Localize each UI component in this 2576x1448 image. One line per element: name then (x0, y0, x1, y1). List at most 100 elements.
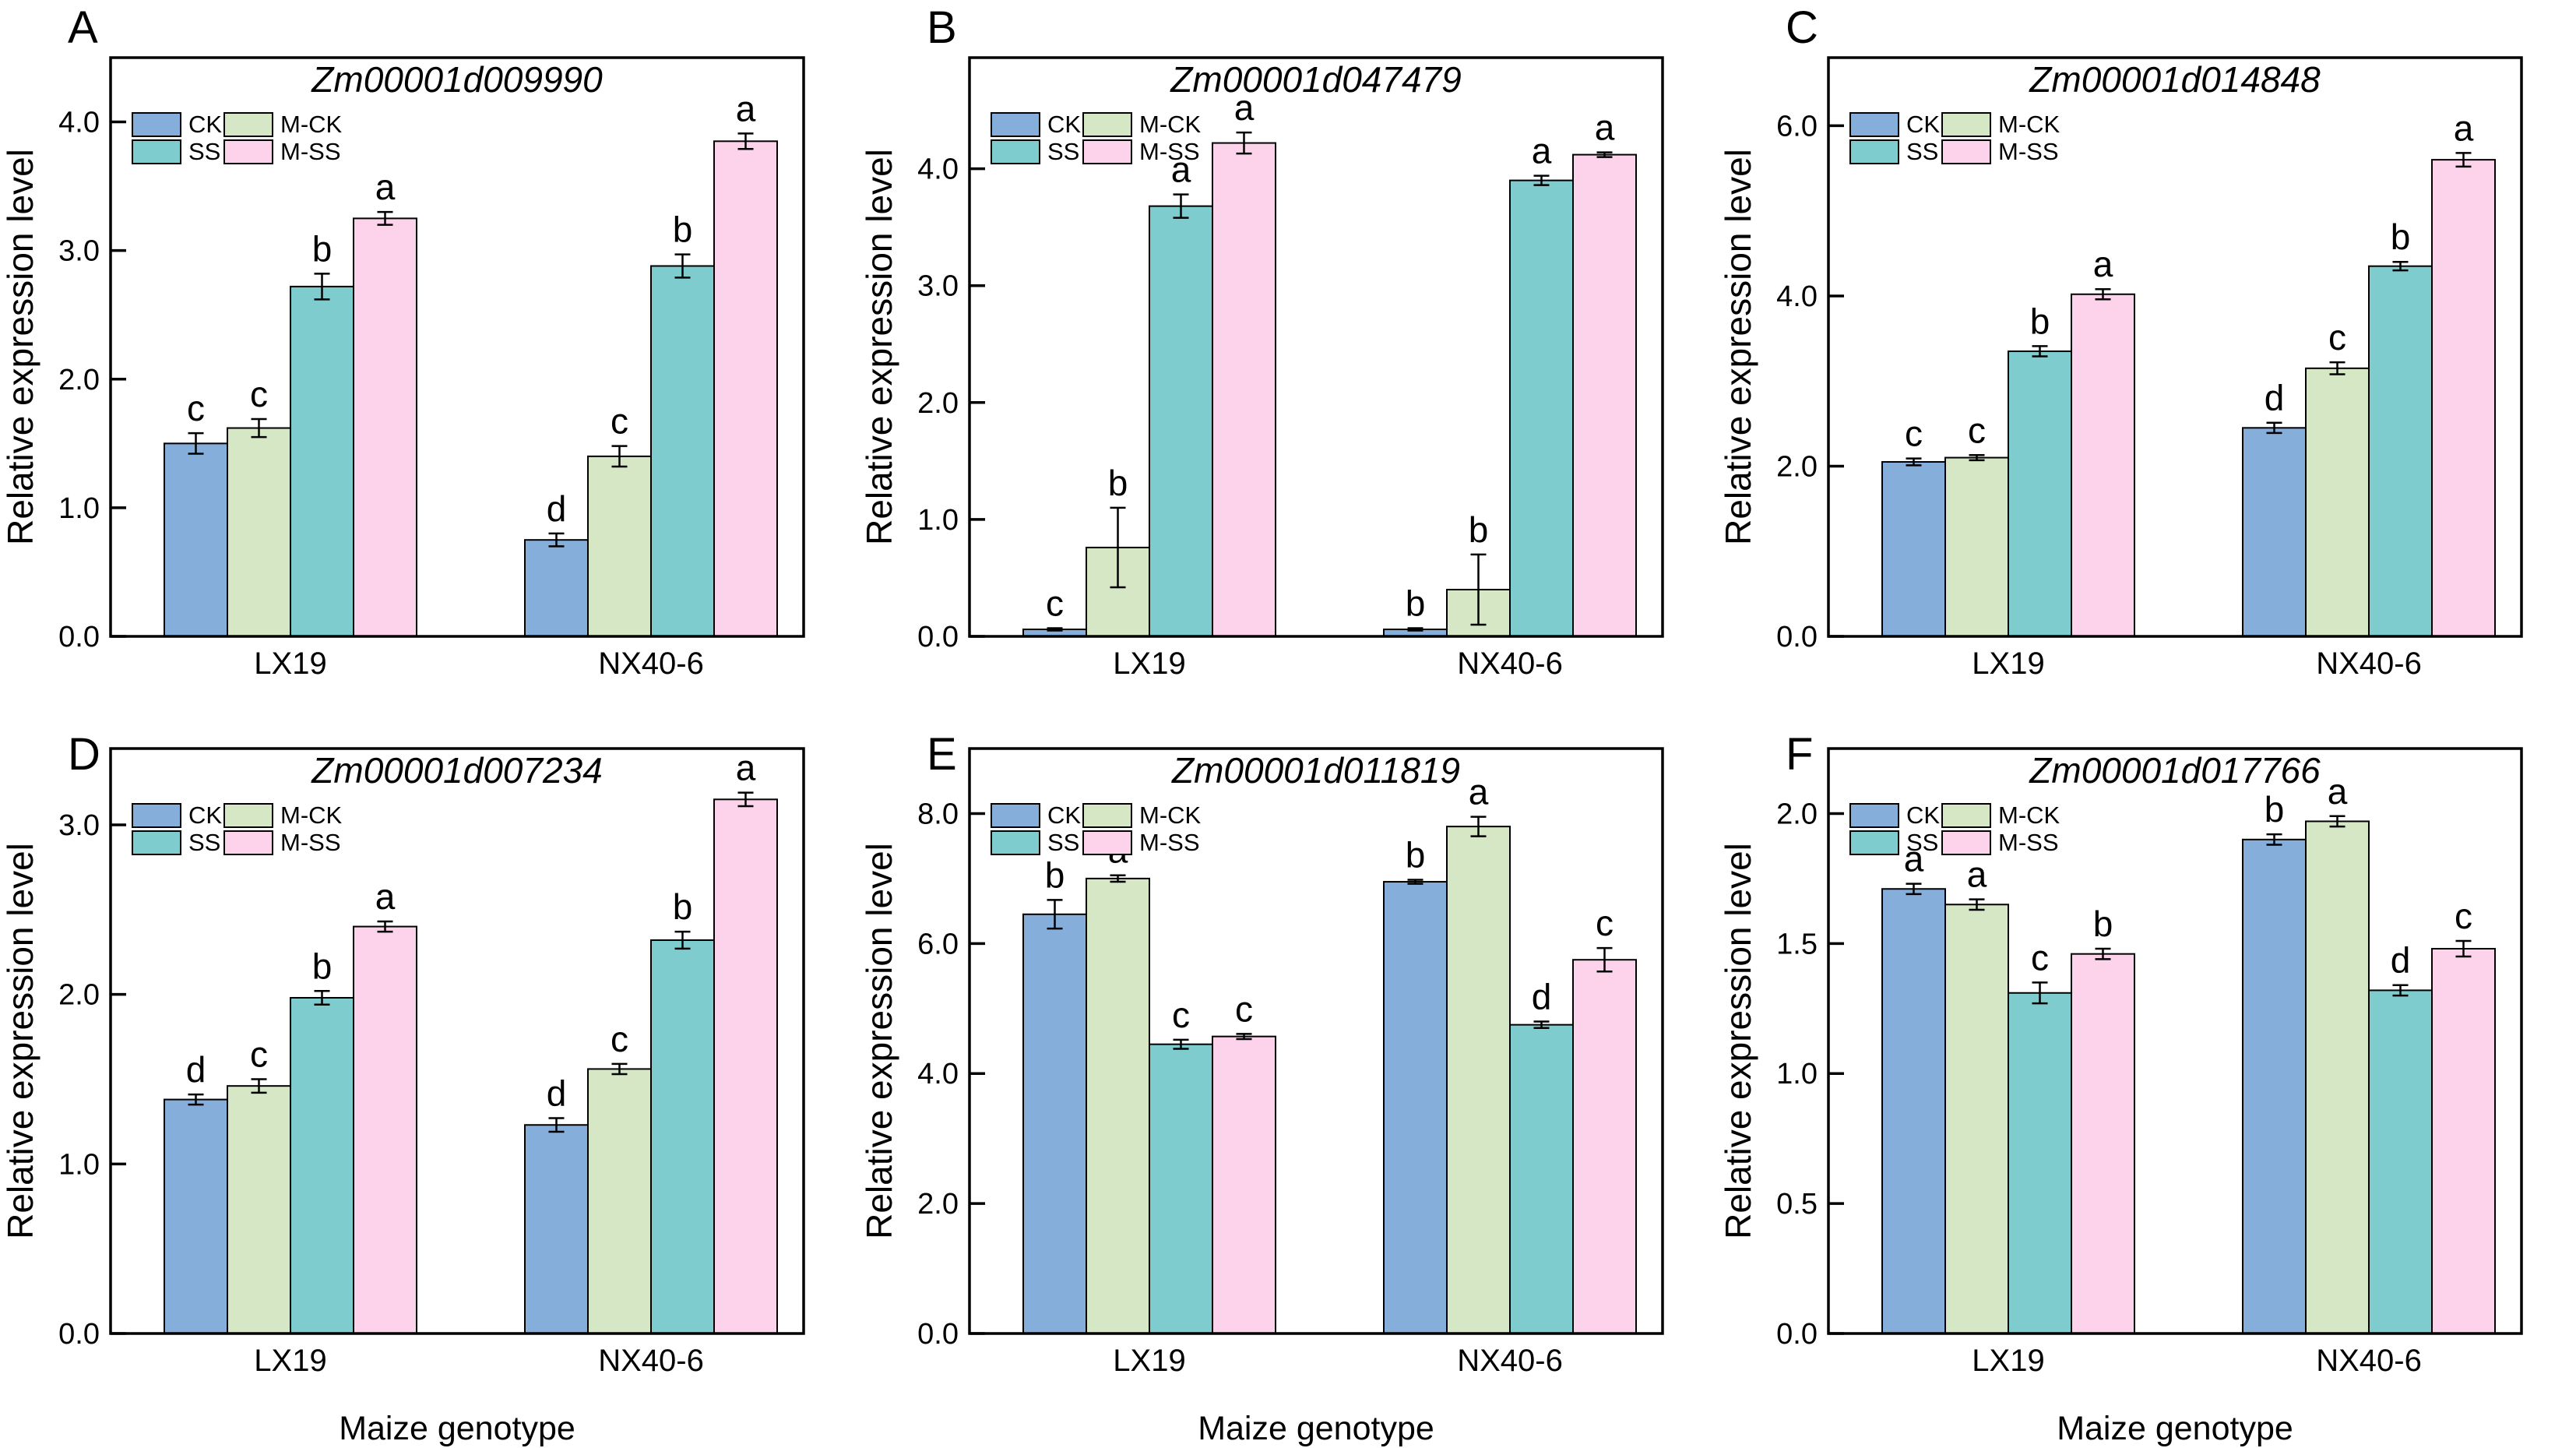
legend-swatch-ck (1849, 803, 1899, 828)
panel-b: Bc b a a LX19 b b a a NX40-6 0.0 1.0 2.0 3.0 4.0 Zm0000… (859, 2, 1664, 681)
sig-letter: b (2391, 217, 2411, 257)
legend-swatch-m-ss (1082, 139, 1132, 164)
x-axis-label: Maize genotype (1198, 1410, 1434, 1447)
sig-letter: c (611, 1019, 628, 1059)
error-bar (1906, 457, 1922, 467)
error-bar (251, 417, 267, 439)
error-bar (674, 253, 691, 279)
bar-ss-lx19 (1149, 1043, 1213, 1334)
legend-swatch-ck (1849, 112, 1899, 137)
y-tick-label: 4.0 (917, 1058, 959, 1090)
legend-swatch-ck (132, 112, 181, 137)
sig-letter: b (312, 946, 333, 986)
bar-m-ck-nx40-6 (587, 1068, 652, 1334)
legend-label-m-ss: M-SS (280, 829, 341, 856)
legend-label-ck: CK (188, 111, 222, 138)
sig-letter: b (2030, 301, 2050, 341)
y-tick-label: 0.0 (1776, 621, 1818, 654)
y-tick-label: 3.0 (58, 809, 100, 842)
error-bar (2455, 939, 2472, 958)
bar-ss-nx40-6 (1509, 1023, 1574, 1334)
sig-letter: a (1532, 131, 1552, 171)
category-label: LX19 (1113, 646, 1185, 681)
y-tick-label: 3.0 (58, 235, 100, 268)
legend-label-m-ss: M-SS (1998, 829, 2059, 856)
legend-swatch-m-ss (1941, 830, 1991, 855)
y-tick-label: 2.0 (1776, 798, 1818, 830)
panel-letter: D (68, 729, 100, 780)
legend-swatch-m-ck (1941, 803, 1991, 828)
sig-letter: c (2031, 937, 2049, 978)
y-tick-label: 2.0 (58, 364, 100, 396)
y-tick-label: 6.0 (917, 928, 959, 960)
y-axis-label: Relative expression level (859, 149, 899, 545)
bar-ck-nx40-6 (2242, 427, 2307, 637)
error-bar (1407, 627, 1423, 632)
sig-letter: a (1967, 854, 1987, 895)
bar-m-ss-lx19 (353, 925, 417, 1334)
category-label: LX19 (1113, 1344, 1185, 1378)
bar-m-ss-nx40-6 (1572, 959, 1637, 1334)
legend-swatch-ss (1849, 139, 1899, 164)
panel-d: Dd c b a LX19 d c b a NX40-6 0.0 1.0 2.0 3.0 Zm00001d0… (0, 729, 805, 1447)
bar-ss-lx19 (2008, 350, 2072, 637)
y-tick-label: 2.0 (58, 979, 100, 1012)
legend-swatch-ck (991, 803, 1040, 828)
y-tick-label: 6.0 (1776, 110, 1818, 143)
y-tick-label: 0.0 (58, 621, 100, 654)
bar-ck-lx19 (1881, 888, 1946, 1335)
y-tick-label: 0.0 (58, 1318, 100, 1351)
sig-letter: c (1905, 414, 1923, 454)
y-tick-label: 1.0 (58, 492, 100, 525)
panel-title: Zm00001d009990 (311, 59, 603, 100)
error-bar (2266, 421, 2282, 435)
error-bar (1596, 946, 1613, 973)
bar-ck-nx40-6 (524, 1124, 589, 1335)
legend-label-ss: SS (1906, 829, 1938, 856)
y-tick-label: 0.0 (917, 1318, 959, 1351)
error-bar (2455, 152, 2472, 168)
bar-m-ss-nx40-6 (1572, 153, 1637, 637)
error-bar (1110, 874, 1126, 883)
sig-letter: d (547, 1073, 567, 1114)
sig-letter: b (1045, 854, 1065, 895)
bar-ck-nx40-6 (1383, 881, 1448, 1335)
legend-label-m-ck: M-CK (1998, 802, 2060, 829)
legend-label-ck: CK (1906, 802, 1940, 829)
sig-letter: a (375, 876, 396, 917)
sig-letter: a (1469, 772, 1489, 812)
legend-label-ck: CK (1906, 111, 1940, 138)
sig-letter: c (1596, 903, 1614, 943)
legend-label-ck: CK (1047, 802, 1081, 829)
bar-ss-lx19 (290, 285, 354, 637)
legend-label-m-ck: M-CK (1998, 111, 2060, 138)
axis-frame (1827, 56, 2523, 638)
error-bar (314, 273, 330, 301)
panel-f: Fa a c b LX19 b a d c NX40-6 0.0 0.5 1.0 1.5 2.0 Zm0000… (1718, 729, 2523, 1447)
bar-ck-nx40-6 (524, 539, 589, 638)
legend-swatch-m-ck (223, 803, 273, 828)
legend-label-m-ck: M-CK (280, 111, 343, 138)
bar-m-ck-lx19 (1944, 456, 2009, 638)
error-bar (611, 1062, 628, 1076)
bar-ck-lx19 (164, 442, 228, 637)
legend-swatch-m-ss (223, 139, 273, 164)
bar-m-ck-lx19 (1086, 877, 1150, 1334)
sig-letter: b (673, 886, 693, 927)
error-bar (1110, 506, 1126, 589)
y-tick-label: 8.0 (917, 798, 959, 830)
error-bar (1969, 898, 1985, 911)
bar-m-ck-lx19 (227, 1085, 291, 1334)
legend-swatch-ck (991, 112, 1040, 137)
error-bar (1047, 899, 1063, 930)
sig-letter: d (1532, 976, 1552, 1016)
bar-m-ck-lx19 (227, 427, 291, 638)
panel-e: EbaccLX19badcNX40-60.02.04.06.08.0Zm0000… (859, 729, 1664, 1447)
legend-swatch-ss (991, 830, 1040, 855)
legend-label-m-ck: M-CK (1139, 802, 1202, 829)
y-axis-label: Relative expression level (0, 843, 40, 1239)
axis-frame (968, 747, 1664, 1335)
error-bar (251, 1078, 267, 1094)
error-bar (548, 532, 565, 548)
sig-letter: c (611, 401, 628, 442)
